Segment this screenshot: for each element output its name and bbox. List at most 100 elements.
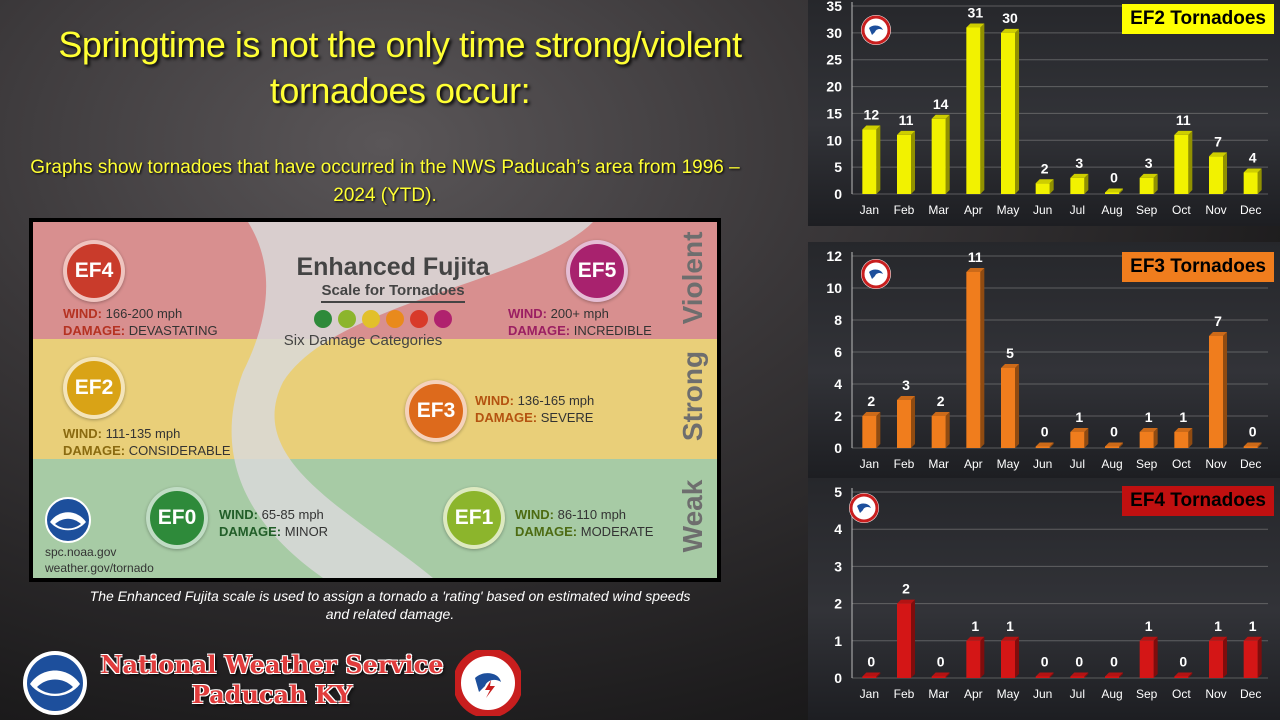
ef4-ytick-label: 5 [834,484,842,500]
chart-ef4-svg: 0 1 2 3 4 5 0 Jan 2 Feb 0 Mar 1 Apr 1 May 0 Jun 0 Jul 0 Aug 1 S… [834,484,1268,701]
ef5-wind-key: WIND: [508,306,547,321]
ef2-data-label: 14 [933,96,949,112]
ef2-xtick-label: Feb [894,203,915,217]
ef4-xtick-label: Apr [964,687,983,701]
ef3-damage-key: DAMAGE: [475,410,538,425]
chart-ef2-title: EF2 Tornadoes [1122,4,1274,34]
ef4-bar-nov [1209,636,1227,678]
ef4-wind: 166-200 mph [105,306,183,321]
ef3-data-label: 7 [1214,313,1222,329]
ef2-bar-nov [1209,152,1227,194]
nws-office-name: National Weather Service Paducah KY [92,650,452,710]
ef-categories-label: Six Damage Categories [283,332,443,349]
ef3-bar-jan [862,412,881,448]
ef3-ytick-label: 6 [834,344,842,360]
chart-ef2-tornadoes: 0 5 10 15 20 25 30 35 12 Jan 11 Feb 14 Mar 31 Apr 30 May 2… [808,0,1280,226]
ef3-xtick-label: Apr [964,457,983,471]
ef2-data-label: 4 [1249,150,1257,166]
ef2-xtick-label: Aug [1101,203,1122,217]
ef3-info: WIND: 136-165 mph DAMAGE: SEVERE [475,392,594,426]
ef2-bar-may [1001,28,1019,194]
ef2-bar-feb [897,130,915,194]
ef-caption: The Enhanced Fujita scale is used to ass… [89,588,691,622]
link-weather-gov[interactable]: weather.gov/tornado [45,561,154,575]
ef5-badge: EF5 [566,240,628,302]
chart-ef3-tornadoes: 0 2 4 6 8 10 12 2 Jan 3 Feb 2 Mar 11 Apr 5 May 0 Jun 1 Jul 0 A… [808,242,1280,478]
ef2-bar-oct [1174,130,1193,194]
ef0-damage-key: DAMAGE: [219,524,282,539]
ef4-bar-sep [1139,636,1158,678]
band-label-violent: Violent [677,231,708,325]
ef2-xtick-label: Jul [1070,203,1085,217]
damage-dot-1 [338,310,356,328]
ef3-bar-nov [1209,332,1227,448]
ef4-bar-jul [1070,672,1089,678]
nws-logo-icon [849,493,879,523]
ef4-xtick-label: Jan [860,687,879,701]
ef2-xtick-label: Sep [1136,203,1158,217]
ef4-xtick-label: Aug [1101,687,1122,701]
nws-logo-icon [861,259,891,289]
link-spc[interactable]: spc.noaa.gov [45,545,117,559]
ef4-bar-oct [1174,672,1193,678]
ef4-info: WIND: 166-200 mph DAMAGE: DEVASTATING [63,305,218,339]
ef3-data-label: 5 [1006,345,1014,361]
ef4-bar-dec [1243,636,1262,678]
ef4-data-label: 1 [1006,618,1014,634]
ef4-data-label: 1 [1249,618,1257,634]
org-line-2: Paducah KY [191,680,353,709]
ef1-wind: 86-110 mph [557,507,627,522]
nws-logo-icon [861,15,891,45]
chart-ef3-svg: 0246810122Jan3Feb2Mar11Apr5May0Jun1Jul0A… [826,248,1268,471]
damage-dot-3 [386,310,404,328]
ef0-damage: MINOR [284,524,329,539]
ef2-data-label: 7 [1214,133,1222,149]
ef2-wind-key: WIND: [63,426,102,441]
ef4-ytick-label: 4 [834,521,842,537]
ef3-data-label: 2 [867,393,875,409]
band-label-strong: Strong [677,350,708,442]
ef3-ytick-label: 2 [834,408,842,424]
ef1-damage: MODERATE [580,524,654,539]
ef4-xtick-label: Dec [1240,687,1261,701]
ef4-data-label: 0 [1075,654,1083,670]
ef2-bar-sep [1139,173,1158,194]
ef3-xtick-label: Jan [860,457,879,471]
ef3-ytick-label: 8 [834,312,842,328]
ef2-data-label: 30 [1002,10,1018,26]
ef3-ytick-label: 0 [834,440,842,456]
ef4-wind-key: WIND: [63,306,102,321]
ef3-bar-aug [1105,442,1123,448]
ef4-data-label: 0 [1110,654,1118,670]
org-line-1: National Weather Service [100,650,444,679]
ef2-wind: 111-135 mph [105,426,181,441]
damage-dot-0 [314,310,332,328]
ef4-xtick-label: Feb [894,687,915,701]
ef5-damage-key: DAMAGE: [508,323,571,338]
ef3-bar-apr [966,268,985,448]
ef-title-main: Enhanced Fujita [296,253,490,281]
site-links: spc.noaa.gov weather.gov/tornado [45,544,154,576]
ef2-xtick-label: Jan [860,203,879,217]
ef3-ytick-label: 12 [826,248,842,264]
chart-ef3-title: EF3 Tornadoes [1122,252,1274,282]
ef4-data-label: 0 [937,654,945,670]
ef1-info: WIND: 86-110 mph DAMAGE: MODERATE [515,506,653,540]
ef5-info: WIND: 200+ mph DAMAGE: INCREDIBLE [508,305,652,339]
ef4-data-label: 2 [902,581,910,597]
ef1-wind-key: WIND: [515,507,554,522]
ef4-xtick-label: Oct [1172,687,1191,701]
ef3-xtick-label: Jun [1033,457,1052,471]
ef2-ytick-label: 0 [834,186,842,202]
ef2-data-label: 3 [1075,155,1083,171]
ef3-data-label: 3 [902,377,910,393]
ef2-xtick-label: May [997,203,1020,217]
ef3-xtick-label: Oct [1172,457,1191,471]
ef3-data-label: 11 [968,249,983,265]
ef2-ytick-label: 5 [834,159,842,175]
ef3-ytick-label: 4 [834,376,842,392]
ef3-bar-feb [897,396,915,448]
ef3-data-label: 1 [1179,409,1187,425]
ef4-bar-jan [862,672,881,678]
ef3-data-label: 0 [1249,424,1257,440]
